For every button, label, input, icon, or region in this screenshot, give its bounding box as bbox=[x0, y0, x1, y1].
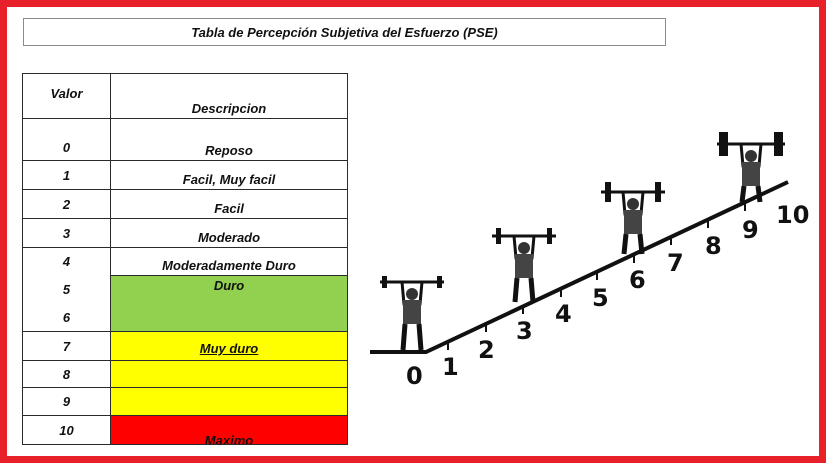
header-description: Descripcion bbox=[110, 73, 348, 119]
ramp-line bbox=[370, 180, 789, 354]
table-row: 9 bbox=[22, 387, 348, 416]
row-description: Muy duro bbox=[110, 331, 348, 361]
weightlifter-figure bbox=[380, 276, 444, 351]
row-description: Maximo bbox=[110, 415, 348, 445]
scale-number: 3 bbox=[516, 317, 533, 345]
header-description-text: Descripcion bbox=[191, 101, 267, 116]
table-row: 8 bbox=[22, 360, 348, 388]
scale-number: 7 bbox=[667, 249, 684, 277]
weightlifter-figure bbox=[492, 228, 556, 303]
weightlifter-figure bbox=[717, 132, 785, 203]
header-value-text: Valor bbox=[50, 85, 83, 101]
row-description: Moderado bbox=[110, 218, 348, 248]
table-row: 6 bbox=[22, 303, 348, 332]
row-description bbox=[110, 387, 348, 416]
scale-number: 10 bbox=[776, 201, 809, 229]
scale-number: 8 bbox=[705, 232, 722, 260]
scale-number: 2 bbox=[478, 336, 495, 364]
row-value: 4 bbox=[22, 247, 111, 276]
row-value: 0 bbox=[22, 118, 111, 161]
scale-number: 0 bbox=[406, 362, 423, 390]
row-description: Reposo bbox=[110, 118, 348, 161]
row-description-text: Muy duro bbox=[199, 341, 259, 356]
pse-table: Valor Descripcion 0 Reposo 1 Facil, Muy … bbox=[22, 73, 348, 445]
row-value: 10 bbox=[22, 415, 111, 445]
row-description-text: Facil bbox=[214, 201, 244, 216]
row-description-text: Facil, Muy facil bbox=[182, 172, 276, 187]
header-value: Valor bbox=[22, 73, 111, 119]
row-description bbox=[110, 360, 348, 388]
row-value: 9 bbox=[22, 387, 111, 416]
scale-number: 6 bbox=[629, 266, 646, 294]
row-description-text: Duro bbox=[213, 277, 245, 293]
table-header-row: Valor Descripcion bbox=[22, 73, 348, 119]
row-description bbox=[110, 303, 348, 332]
row-value: 8 bbox=[22, 360, 111, 388]
row-value: 6 bbox=[22, 303, 111, 332]
weightlifter-figure bbox=[601, 182, 665, 255]
scale-number: 1 bbox=[442, 353, 459, 381]
row-value: 3 bbox=[22, 218, 111, 248]
scale-number: 5 bbox=[592, 284, 609, 312]
title-text: Tabla de Percepción Subjetiva del Esfuer… bbox=[191, 24, 498, 40]
table-row: 1 Facil, Muy facil bbox=[22, 160, 348, 190]
table-row: 0 Reposo bbox=[22, 118, 348, 161]
table-row: 2 Facil bbox=[22, 189, 348, 219]
table-row: 10 Maximo bbox=[22, 415, 348, 445]
table-row: 4 Moderadamente Duro bbox=[22, 247, 348, 276]
row-description: Facil bbox=[110, 189, 348, 219]
row-value: 1 bbox=[22, 160, 111, 190]
row-value: 5 bbox=[22, 275, 111, 304]
row-description: Moderadamente Duro bbox=[110, 247, 348, 276]
table-row: 7 Muy duro bbox=[22, 331, 348, 361]
page-title: Tabla de Percepción Subjetiva del Esfuer… bbox=[23, 18, 666, 46]
scale-number: 4 bbox=[555, 300, 572, 328]
row-value: 2 bbox=[22, 189, 111, 219]
row-description-text: Moderadamente Duro bbox=[162, 258, 296, 273]
table-row: 5 Duro bbox=[22, 275, 348, 304]
effort-stairs-illustration: 0 1 2 3 4 5 6 7 8 9 10 bbox=[370, 132, 809, 390]
row-description-text: Moderado bbox=[197, 230, 261, 245]
row-description-text: Reposo bbox=[205, 143, 253, 158]
row-description: Duro bbox=[110, 275, 348, 304]
table-row: 3 Moderado bbox=[22, 218, 348, 248]
scale-number: 9 bbox=[742, 216, 759, 244]
row-value: 7 bbox=[22, 331, 111, 361]
row-description: Facil, Muy facil bbox=[110, 160, 348, 190]
ramp-ticks bbox=[447, 203, 746, 350]
row-description-text: Maximo bbox=[204, 433, 254, 445]
